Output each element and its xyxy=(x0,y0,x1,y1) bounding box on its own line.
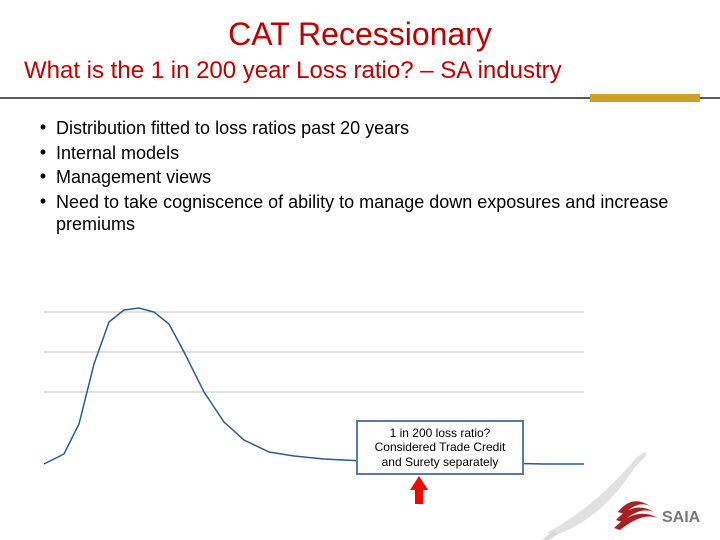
callout-line: Considered Trade Credit xyxy=(368,440,512,454)
list-item: • Management views xyxy=(30,166,680,189)
list-item: • Need to take cogniscence of ability to… xyxy=(30,191,680,236)
saia-logo: SAIA xyxy=(612,492,702,540)
logo-text: SAIA xyxy=(662,509,701,526)
slide-subtitle: What is the 1 in 200 year Loss ratio? – … xyxy=(24,57,696,85)
bullet-dot-icon: • xyxy=(30,142,56,163)
bullet-dot-icon: • xyxy=(30,166,56,187)
bullet-dot-icon: • xyxy=(30,191,56,212)
callout-line: and Surety separately xyxy=(368,455,512,469)
bullet-text: Management views xyxy=(56,166,680,189)
divider xyxy=(0,91,720,105)
bullet-dot-icon: • xyxy=(30,117,56,138)
list-item: • Internal models xyxy=(30,142,680,165)
callout-box: 1 in 200 loss ratio? Considered Trade Cr… xyxy=(356,420,524,475)
callout-arrow-icon xyxy=(410,476,428,504)
bullet-list: • Distribution fitted to loss ratios pas… xyxy=(0,117,720,236)
bullet-text: Distribution fitted to loss ratios past … xyxy=(56,117,680,140)
callout-line: 1 in 200 loss ratio? xyxy=(368,426,512,440)
list-item: • Distribution fitted to loss ratios pas… xyxy=(30,117,680,140)
slide-title: CAT Recessionary xyxy=(0,16,720,53)
divider-accent xyxy=(590,94,700,102)
bullet-text: Internal models xyxy=(56,142,680,165)
bullet-text: Need to take cogniscence of ability to m… xyxy=(56,191,680,236)
logo-swoosh-icon xyxy=(614,501,658,530)
chart-gridlines xyxy=(44,312,584,392)
